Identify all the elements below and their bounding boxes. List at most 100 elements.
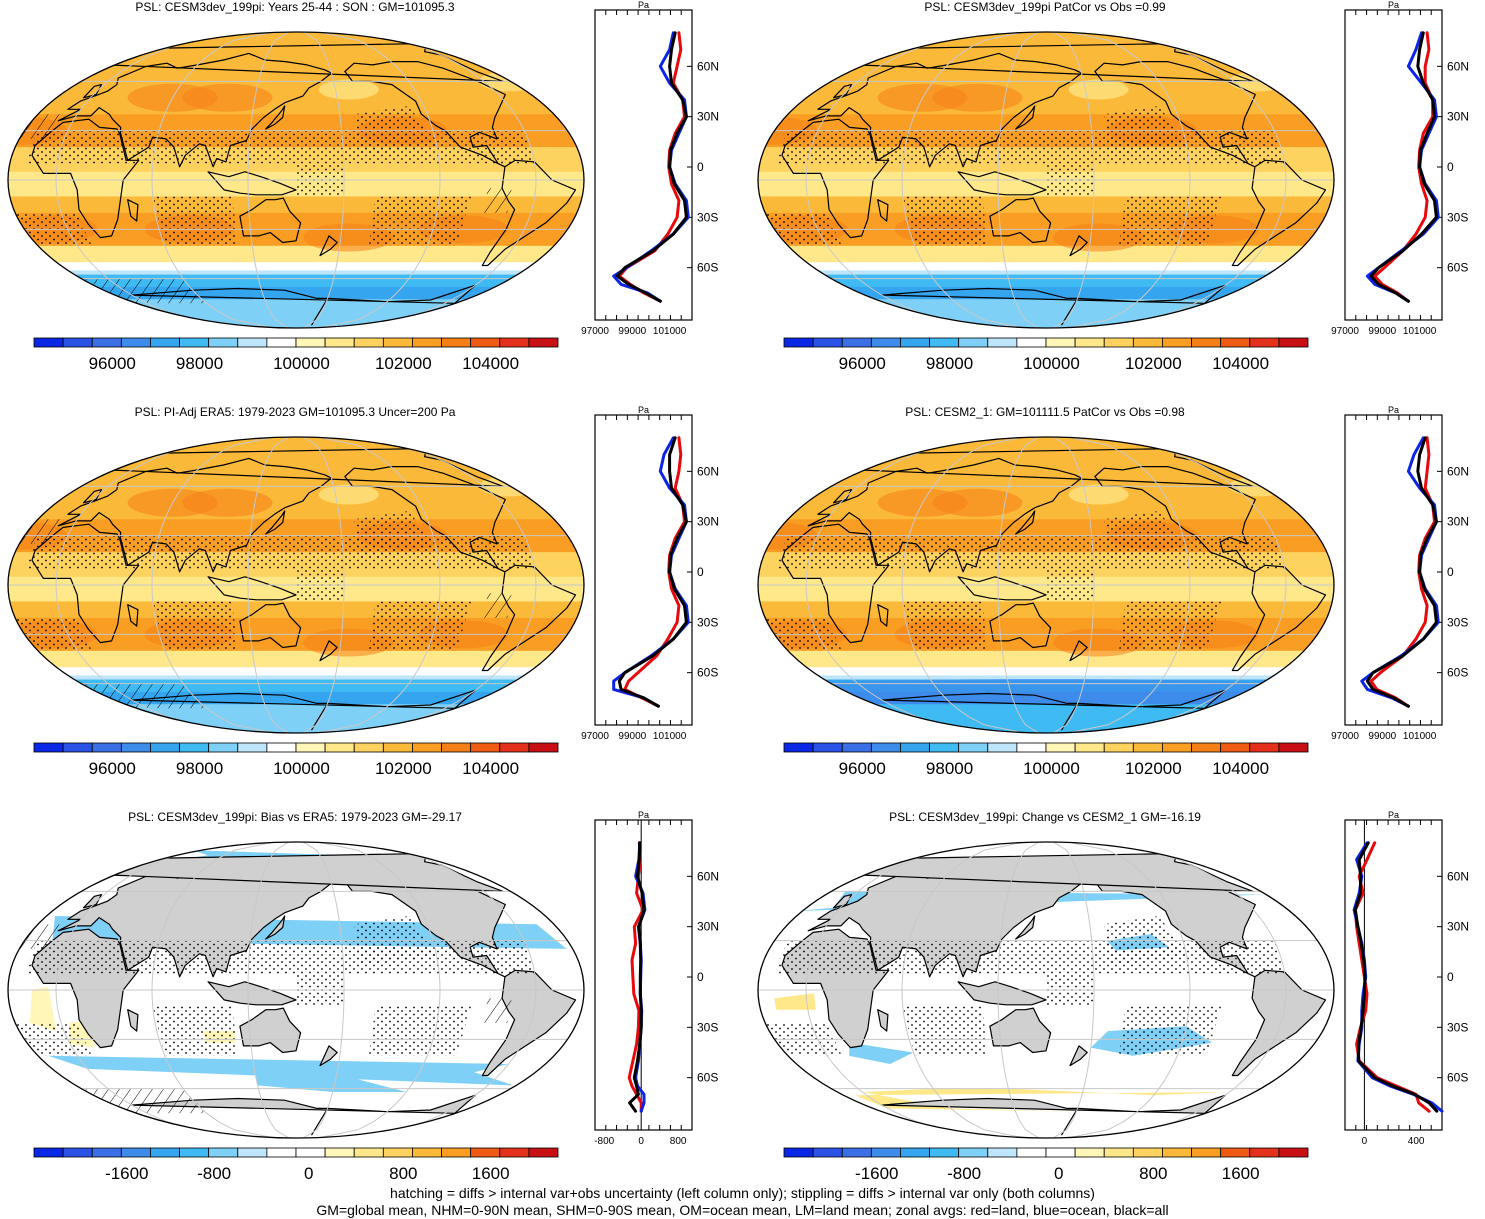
colorbar-label: 104000 xyxy=(462,759,519,778)
colorbar: 96000 98000 100000 102000 104000 xyxy=(33,742,559,778)
zonal-xlabel: 99000 xyxy=(618,731,646,742)
zonal-ylabel: 30N xyxy=(1447,515,1469,529)
coastline-nz xyxy=(1069,640,1088,662)
field-band xyxy=(758,56,1334,62)
colorbar-swatch xyxy=(1191,742,1222,753)
colorbar-swatch xyxy=(353,337,384,348)
field-band xyxy=(8,568,584,574)
coastline-japan xyxy=(265,915,286,940)
colorbar-swatch xyxy=(1132,742,1163,753)
zonal-frame xyxy=(594,819,693,1131)
field-band xyxy=(758,299,1334,304)
coastline-samerica xyxy=(481,564,577,672)
zonal-series-land xyxy=(1373,31,1435,303)
meridian xyxy=(151,437,275,733)
map xyxy=(7,436,585,734)
field-band xyxy=(758,712,1334,718)
stippling xyxy=(902,601,988,651)
field-band xyxy=(758,654,1334,660)
colorbar-label: 800 xyxy=(1139,1164,1167,1183)
colorbar-swatch xyxy=(1191,337,1222,348)
zonal-xlabel: -800 xyxy=(594,1136,614,1147)
low-pressure-cell xyxy=(318,79,379,100)
field-band xyxy=(8,634,584,640)
field-band xyxy=(8,663,584,668)
field-band xyxy=(8,295,584,300)
colorbar-swatch xyxy=(528,337,559,348)
colorbar-swatch xyxy=(412,1147,442,1158)
field-band xyxy=(8,122,584,128)
colorbar-swatch xyxy=(812,742,843,753)
high-pressure-cell xyxy=(932,488,1023,517)
field-band xyxy=(8,110,584,115)
field-band xyxy=(8,523,584,529)
field-band xyxy=(758,617,1334,623)
hatching xyxy=(82,1088,207,1114)
panel-1: PSL: CESM3dev_199pi PatCor vs Obs =0.99 … xyxy=(750,0,1485,400)
meridian xyxy=(331,842,537,1138)
colorbar-swatch xyxy=(1220,1147,1251,1158)
field-band xyxy=(758,478,1334,483)
field-band xyxy=(758,73,1334,78)
coastline-madagascar xyxy=(877,1009,889,1032)
field-band xyxy=(758,101,1334,107)
zonal-ylabel: 60S xyxy=(697,261,718,275)
colorbar-swatch xyxy=(295,1147,326,1158)
field-band xyxy=(8,630,584,635)
map xyxy=(757,841,1335,1139)
zonal-ylabel: 0 xyxy=(697,160,704,174)
stippling xyxy=(1118,601,1222,651)
zonal-ylabel: 60S xyxy=(697,1071,718,1085)
coastline-japan xyxy=(1015,510,1036,535)
field-band xyxy=(758,638,1334,644)
colorbar-swatch xyxy=(987,337,1018,348)
field-band xyxy=(8,700,584,705)
caption-line-1: hatching = diffs > internal var+obs unce… xyxy=(390,1185,1095,1201)
field-band xyxy=(758,663,1334,668)
colorbar-label: 96000 xyxy=(839,759,886,778)
colorbar-swatch xyxy=(1220,742,1251,753)
colorbar-label: 98000 xyxy=(176,354,223,373)
zonal-ylabel: 60N xyxy=(1447,464,1469,478)
meridian xyxy=(901,437,1025,733)
meridian xyxy=(997,842,1040,1138)
zonal-series-all xyxy=(1353,841,1439,1113)
zonal-frame xyxy=(594,414,693,726)
field-band xyxy=(758,262,1334,267)
field-band xyxy=(758,295,1334,300)
field-band xyxy=(758,315,1334,321)
colorbar-swatch xyxy=(1249,742,1280,753)
stippling xyxy=(775,535,1285,569)
hatching xyxy=(483,593,512,618)
panel-3: PSL: CESM2_1: GM=101111.5 PatCor vs Obs … xyxy=(750,405,1485,805)
meridian xyxy=(805,32,1011,328)
field-band xyxy=(8,315,584,321)
field-band xyxy=(758,626,1334,631)
colorbar-swatch xyxy=(150,1147,180,1158)
colorbar-swatch xyxy=(841,337,872,348)
field-band xyxy=(8,712,584,718)
field-band xyxy=(8,490,584,496)
stippling xyxy=(1118,1006,1222,1056)
colorbar-swatch xyxy=(208,1147,239,1158)
meridian xyxy=(805,842,1011,1138)
field-band xyxy=(758,461,1334,467)
coastline-samerica xyxy=(481,969,577,1077)
hatching xyxy=(17,924,63,949)
meridian xyxy=(317,32,441,328)
map-field xyxy=(8,437,584,733)
graticule xyxy=(758,842,1334,1138)
field-band xyxy=(758,716,1334,722)
zonal-ylabel: 60S xyxy=(1447,666,1468,680)
zonal-plot: Pa 60N 30N 0 30S 60S 97000 99000 101000 xyxy=(581,0,719,337)
stippling xyxy=(152,196,238,246)
graticule xyxy=(758,32,1334,328)
colorbar-swatch xyxy=(812,337,843,348)
field-band xyxy=(758,180,1334,185)
colorbar-swatch xyxy=(441,337,472,348)
meridian xyxy=(302,32,345,328)
colorbar-swatch xyxy=(1132,337,1163,348)
graticule xyxy=(758,437,1334,733)
field-band xyxy=(8,449,584,455)
meridian xyxy=(901,32,1025,328)
